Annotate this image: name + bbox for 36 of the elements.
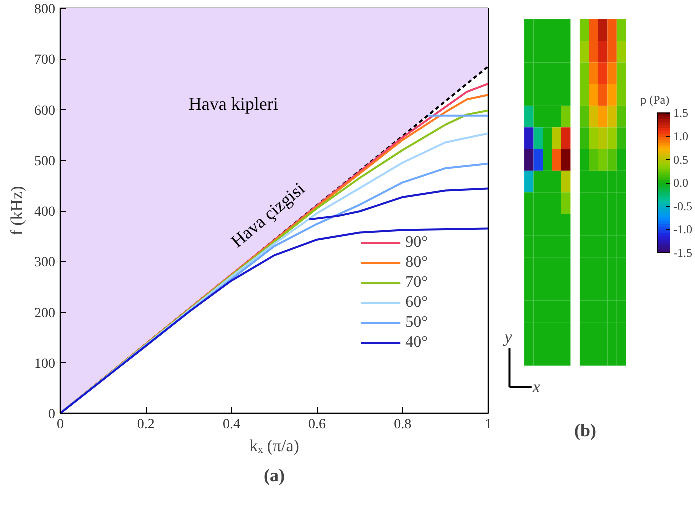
annotation: Hava kipleri bbox=[188, 94, 278, 114]
text: (b) bbox=[574, 420, 597, 440]
y-axis-title: f (kHz) bbox=[8, 186, 26, 236]
y-axis-title: y bbox=[502, 327, 513, 346]
legend-label: 90° bbox=[406, 234, 428, 252]
x-tick-label: 1 bbox=[485, 418, 492, 432]
color-bar-label: -1.0 bbox=[674, 222, 692, 237]
x-tick-label: 0.4 bbox=[222, 418, 240, 432]
x-tick-label: 0.8 bbox=[394, 418, 412, 432]
y-tick-label: 0 bbox=[48, 408, 56, 422]
legend-label: 70° bbox=[406, 274, 428, 292]
legend-label: 40° bbox=[406, 334, 428, 352]
y-tick-label: 200 bbox=[34, 306, 56, 322]
color-bar-label: 1.5 bbox=[674, 106, 688, 120]
x-tick-label: 0.6 bbox=[308, 418, 326, 432]
y-tick-label: 100 bbox=[34, 356, 56, 372]
color-bar-label: -0.5 bbox=[674, 199, 692, 214]
x-axis-title: kₓ (π/a) bbox=[250, 436, 300, 456]
color-bar-label: 1.0 bbox=[674, 130, 688, 144]
y-tick-label: 600 bbox=[34, 104, 56, 119]
y-tick-label: 300 bbox=[34, 256, 56, 271]
legend-label: 50° bbox=[406, 314, 428, 332]
color-bar-label: 0.0 bbox=[674, 176, 688, 190]
text: (a) bbox=[264, 466, 286, 486]
x-axis-title: x bbox=[532, 378, 541, 397]
y-tick-label: 700 bbox=[34, 53, 56, 68]
legend-label: 80° bbox=[406, 254, 428, 272]
color-bar-label: -1.5 bbox=[674, 246, 692, 260]
color-bar-title: p (Pa) bbox=[640, 93, 670, 108]
y-tick-label: 500 bbox=[34, 154, 56, 170]
color-bar-label: 0.5 bbox=[674, 152, 688, 167]
y-tick-label: 800 bbox=[34, 2, 56, 18]
x-tick-label: 0.2 bbox=[137, 418, 155, 432]
legend-label: 60° bbox=[406, 294, 428, 312]
line-series bbox=[308, 188, 488, 221]
y-tick-label: 400 bbox=[34, 205, 56, 220]
